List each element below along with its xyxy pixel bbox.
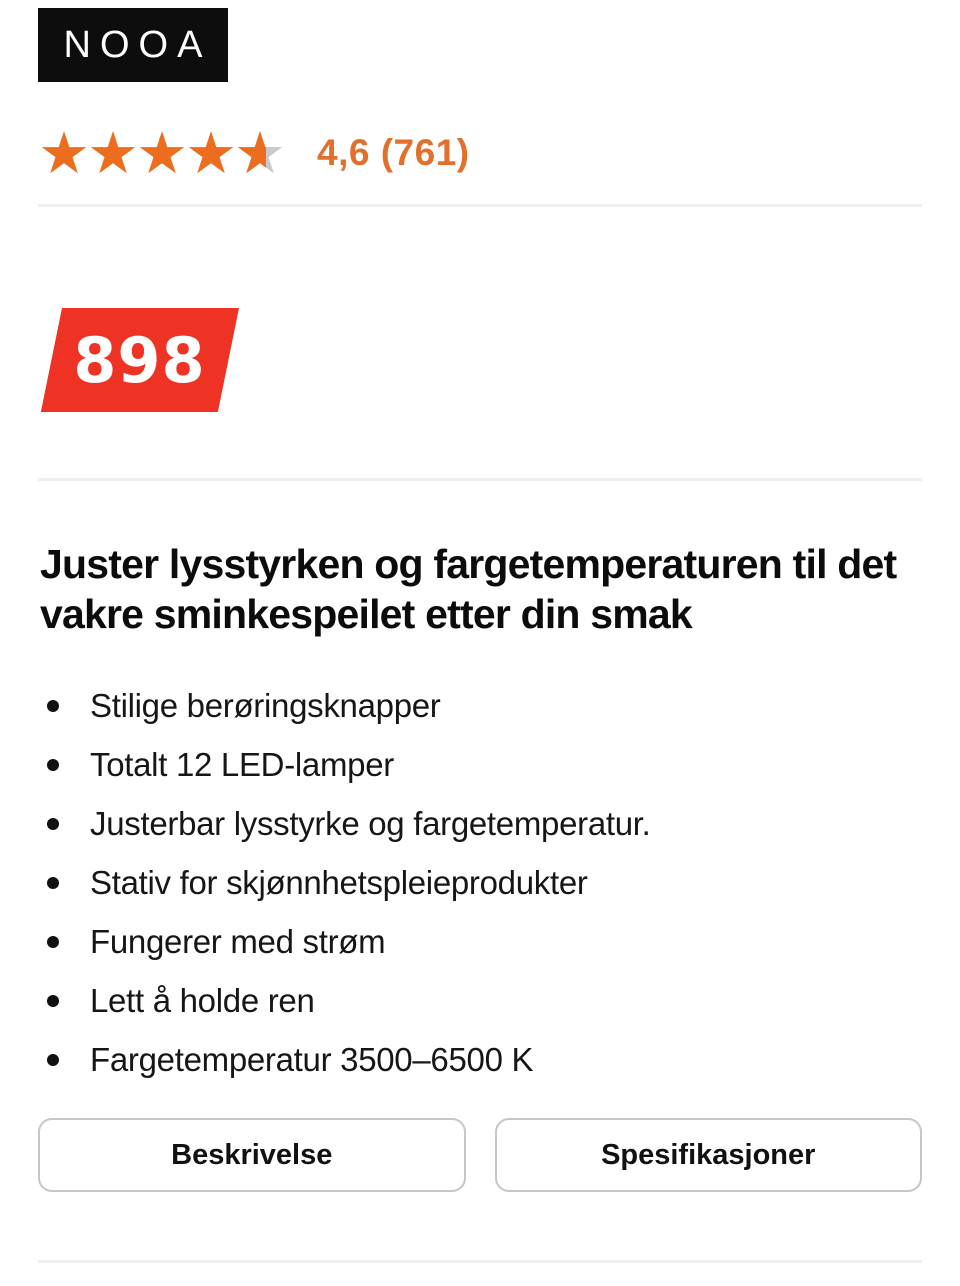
product-headline: Juster lysstyrken og fargetemperaturen t… [40,541,897,637]
feature-item: Totalt 12 LED-lamper [38,746,922,783]
rating-score[interactable]: 4,6 (761) [317,132,470,173]
tab-specifications[interactable]: Spesifikasjoner [494,1118,922,1192]
feature-item: Fargetemperatur 3500–6500 K [38,1041,922,1078]
feature-item: Fungerer med strøm [38,923,922,960]
brand-logo: NOOA [38,8,228,82]
tab-description[interactable]: Beskrivelse [38,1118,466,1192]
star-icon: ★ [185,119,237,187]
feature-item: Justerbar lysstyrke og fargetemperatur. [38,805,922,842]
price-badge: 898 [40,308,240,412]
star-icon: ★ [38,119,90,187]
star-icon: ★ [87,119,139,187]
star-icon-empty: ★ [234,119,286,187]
feature-list: Stilige berøringsknapper Totalt 12 LED-l… [38,687,922,1078]
feature-item: Stilige berøringsknapper [38,687,922,724]
star-icon-fill: ★ [234,123,267,183]
star-rating: ★ ★ ★ ★ ★ ★ [38,119,286,187]
star-icon-partial: ★ ★ [234,123,286,183]
brand-logo-text: NOOA [63,23,212,66]
divider [38,478,922,481]
star-icon: ★ [136,119,188,187]
feature-item: Stativ for skjønnhetspleieprodukter [38,864,922,901]
price-value: 898 [73,323,206,397]
divider [38,204,922,207]
rating-row[interactable]: ★ ★ ★ ★ ★ ★ 4,6 (761) [38,120,960,186]
divider [38,1260,922,1263]
tab-row: Beskrivelse Spesifikasjoner [38,1118,922,1192]
feature-item: Lett å holde ren [38,982,922,1019]
